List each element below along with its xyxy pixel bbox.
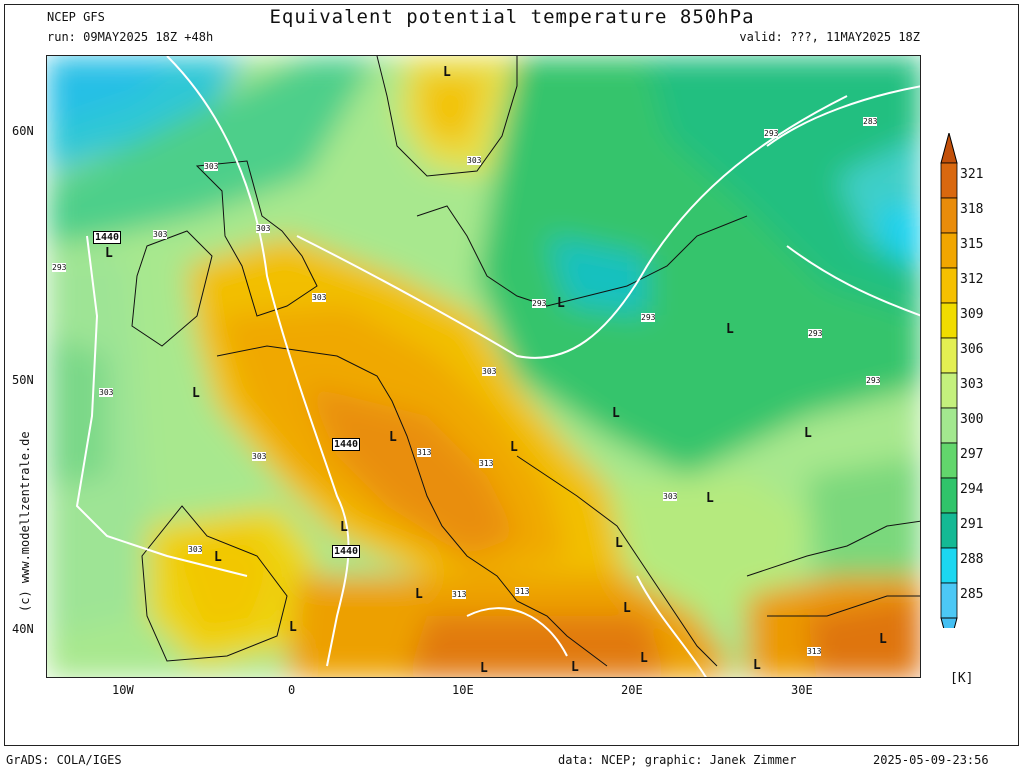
colorbar-swatch [940, 372, 958, 409]
geopotential-label: 1440 [332, 545, 361, 558]
low-pressure-marker: L [640, 651, 648, 666]
isotherm-label: 303 [663, 492, 678, 501]
low-pressure-marker: L [389, 430, 397, 445]
low-pressure-marker: L [192, 386, 200, 401]
colorbar-level-label: 309 [960, 307, 984, 322]
run-info: run: 09MAY2025 18Z +48h [47, 30, 214, 44]
model-name: NCEP GFS [47, 10, 105, 24]
low-pressure-marker: L [214, 550, 222, 565]
geopotential-label: 1440 [332, 438, 361, 451]
colorbar-unit: [K] [950, 671, 974, 686]
weather-map: 1440 1440 1440 303 303 303 303 303 303 3… [46, 55, 921, 678]
low-pressure-marker: L [706, 491, 714, 506]
footer-software: GrADS: COLA/IGES [6, 753, 122, 767]
colorbar-level-label: 303 [960, 377, 984, 392]
colorbar-level-label: 300 [960, 412, 984, 427]
low-pressure-marker: L [510, 440, 518, 455]
isotherm-label: 293 [641, 313, 656, 322]
isotherm-label: 313 [479, 459, 494, 468]
colorbar-level-label: 306 [960, 342, 984, 357]
isotherm-label: 313 [417, 448, 432, 457]
low-pressure-marker: L [105, 246, 113, 261]
isotherm-label: 293 [532, 299, 547, 308]
low-pressure-marker: L [289, 620, 297, 635]
colorbar-swatch [940, 407, 958, 444]
map-canvas [47, 56, 920, 677]
colorbar-swatch [940, 337, 958, 374]
colorbar-swatch [940, 162, 958, 199]
isotherm-label: 303 [188, 545, 203, 554]
colorbar-level-label: 312 [960, 272, 984, 287]
low-pressure-marker: L [615, 536, 623, 551]
map-title: Equivalent potential temperature 850hPa [269, 6, 755, 28]
isotherm-label: 293 [52, 263, 67, 272]
low-pressure-marker: L [804, 426, 812, 441]
isotherm-label: 303 [99, 388, 114, 397]
low-pressure-marker: L [612, 406, 620, 421]
colorbar-swatch [940, 302, 958, 339]
geopotential-label: 1440 [93, 231, 122, 244]
colorbar-level-label: 297 [960, 447, 984, 462]
colorbar-bottom-arrow [940, 617, 958, 650]
isotherm-label: 303 [256, 224, 271, 233]
isotherm-label: 303 [482, 367, 497, 376]
colorbar-level-label: 318 [960, 202, 984, 217]
low-pressure-marker: L [340, 520, 348, 535]
colorbar-swatch [940, 477, 958, 514]
colorbar-level-label: 315 [960, 237, 984, 252]
isotherm-label: 283 [863, 117, 878, 126]
figure-frame [4, 4, 1019, 746]
lon-label: 10E [452, 683, 474, 697]
colorbar-level-label: 291 [960, 517, 984, 532]
lon-label: 20E [621, 683, 643, 697]
footer-credit: data: NCEP; graphic: Janek Zimmer [558, 753, 797, 767]
colorbar-swatch [940, 512, 958, 549]
lat-label: 40N [12, 622, 34, 636]
low-pressure-marker: L [571, 660, 579, 675]
colorbar-level-label: 288 [960, 552, 984, 567]
colorbar-swatches [940, 131, 958, 650]
lon-label: 0 [288, 683, 296, 697]
low-pressure-marker: L [623, 601, 631, 616]
low-pressure-marker: L [879, 632, 887, 647]
isotherm-label: 313 [515, 587, 530, 596]
colorbar-swatch [940, 442, 958, 479]
isotherm-label: 303 [312, 293, 327, 302]
isotherm-label: 313 [452, 590, 467, 599]
low-pressure-marker: L [480, 661, 488, 676]
footer-timestamp: 2025-05-09-23:56 [873, 753, 989, 767]
colorbar-swatch [940, 232, 958, 269]
lon-label: 10W [112, 683, 134, 697]
colorbar [940, 131, 958, 650]
lat-label: 60N [12, 124, 34, 138]
low-pressure-marker: L [415, 587, 423, 602]
low-pressure-marker: L [726, 322, 734, 337]
low-pressure-marker: L [443, 65, 451, 80]
low-pressure-marker: L [753, 658, 761, 673]
colorbar-swatch [940, 267, 958, 304]
colorbar-level-label: 321 [960, 167, 984, 182]
isotherm-label: 303 [153, 230, 168, 239]
low-pressure-marker: L [557, 296, 565, 311]
isotherm-label: 313 [807, 647, 822, 656]
isotherm-label: 303 [467, 156, 482, 165]
colorbar-top-arrow [940, 131, 958, 164]
colorbar-level-label: 294 [960, 482, 984, 497]
isotherm-label: 303 [252, 452, 267, 461]
valid-time: valid: ???, 11MAY2025 18Z [739, 30, 920, 44]
isotherm-label: 293 [866, 376, 881, 385]
lat-label: 50N [12, 373, 34, 387]
isotherm-label: 293 [808, 329, 823, 338]
colorbar-swatch [940, 197, 958, 234]
lon-label: 30E [791, 683, 813, 697]
isotherm-label: 293 [764, 129, 779, 138]
watermark: (c) www.modellzentrale.de [18, 431, 32, 612]
colorbar-level-label: 285 [960, 587, 984, 602]
colorbar-swatch [940, 582, 958, 619]
isotherm-label: 303 [204, 162, 219, 171]
colorbar-swatch [940, 547, 958, 584]
